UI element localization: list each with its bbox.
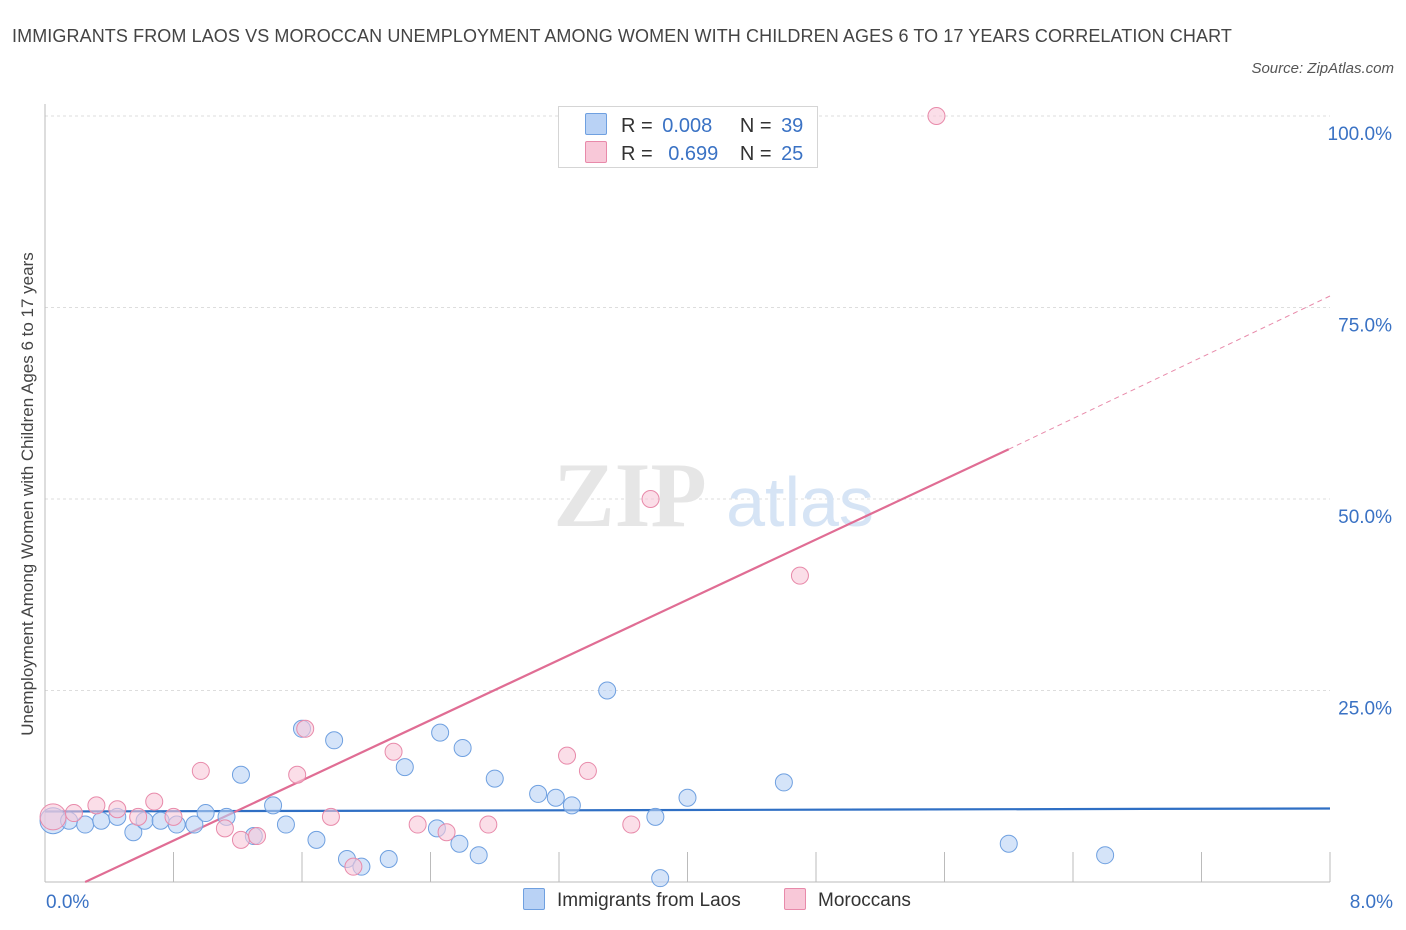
point-laos [92,811,111,830]
point-moroccans [108,800,127,819]
point-laos [450,834,469,853]
point-laos [453,738,472,757]
series-legend-moroccans[interactable]: Moroccans [784,888,911,912]
point-laos [379,850,398,869]
legend-swatch-moroccans [585,141,607,163]
point-moroccans [927,107,946,125]
series-swatch-laos [523,888,545,910]
legend-n-value-laos: 39 [781,115,804,137]
y-tick-label: 100.0% [1328,124,1393,145]
y-tick-label: 75.0% [1338,316,1392,337]
correlation-legend: R = 0.008 N = 39 R = 0.699 N = 25 [558,106,818,168]
trend-line-moroccans [84,448,1010,883]
point-moroccans [129,807,148,826]
trend-lines [44,295,1331,883]
legend-row-moroccans: R = 0.699 N = 25 [585,141,803,165]
point-moroccans [191,761,210,780]
data-points [39,107,1115,888]
point-laos [1096,846,1115,865]
legend-r-value-moroccans: 0.699 [668,143,719,165]
series-legend: Immigrants from Laos Moroccans [0,888,1406,918]
point-moroccans [145,792,164,811]
series-label-moroccans: Moroccans [818,890,911,911]
point-laos [999,834,1018,853]
point-laos [276,815,295,834]
x-tick-label-max: 8.0% [1350,892,1393,913]
point-moroccans [215,819,234,838]
legend-r-label: R = [621,115,653,137]
point-moroccans [231,830,250,849]
y-tick-labels: 25.0% 50.0% 75.0% 100.0% [1328,124,1393,720]
point-laos [485,769,504,788]
point-laos [678,788,697,807]
point-laos [231,765,250,784]
point-laos [774,773,793,792]
point-laos [307,830,326,849]
point-moroccans [288,765,307,784]
point-moroccans [248,827,267,846]
grid-lines [45,115,1330,691]
point-laos [395,758,414,777]
point-moroccans [87,796,106,815]
source-label: Source: ZipAtlas.com [1251,60,1394,77]
point-laos [546,788,565,807]
point-moroccans [321,807,340,826]
point-laos [651,869,670,888]
point-laos [196,804,215,823]
legend-n-label: N = [739,115,772,137]
point-moroccans [790,566,809,585]
x-tick-labels: 0.0% 8.0% [46,892,1393,913]
point-moroccans [578,761,597,780]
point-laos [264,796,283,815]
trend-line-laos [44,807,1331,813]
point-moroccans [408,815,427,834]
point-moroccans [558,746,577,765]
y-tick-label: 50.0% [1338,507,1392,528]
point-moroccans [437,823,456,842]
x-tick-label-min: 0.0% [46,892,89,913]
point-moroccans [64,804,83,823]
watermark: ZIP atlas [553,444,874,546]
point-moroccans [164,807,183,826]
point-laos [562,796,581,815]
point-laos [598,681,617,700]
chart-title: IMMIGRANTS FROM LAOS VS MOROCCAN UNEMPLO… [12,26,1232,46]
legend-row-laos: R = 0.008 N = 39 [585,113,803,137]
point-laos [469,846,488,865]
trend-extension-moroccans [1008,295,1331,450]
point-moroccans [344,857,363,876]
point-moroccans [296,719,315,738]
series-legend-laos[interactable]: Immigrants from Laos [523,888,741,912]
watermark-zip: ZIP [553,444,706,546]
legend-swatch-laos [585,113,607,135]
point-moroccans [384,742,403,761]
legend-r-label: R = [621,143,653,165]
legend-n-value-moroccans: 25 [781,143,804,165]
point-laos [325,731,344,750]
y-tick-label: 25.0% [1338,699,1392,720]
watermark-atlas: atlas [726,463,874,541]
point-moroccans [622,815,641,834]
series-swatch-moroccans [784,888,806,910]
point-laos [185,815,204,834]
point-laos [529,784,548,803]
point-moroccans [39,803,67,831]
point-moroccans [641,490,660,508]
y-axis-title: Unemployment Among Women with Children A… [18,252,37,736]
point-laos [646,807,665,826]
legend-r-value-laos: 0.008 [662,115,713,137]
point-moroccans [479,815,498,834]
series-label-laos: Immigrants from Laos [557,890,741,911]
axes [44,104,1331,883]
point-laos [431,723,450,742]
legend-n-label: N = [739,143,772,165]
